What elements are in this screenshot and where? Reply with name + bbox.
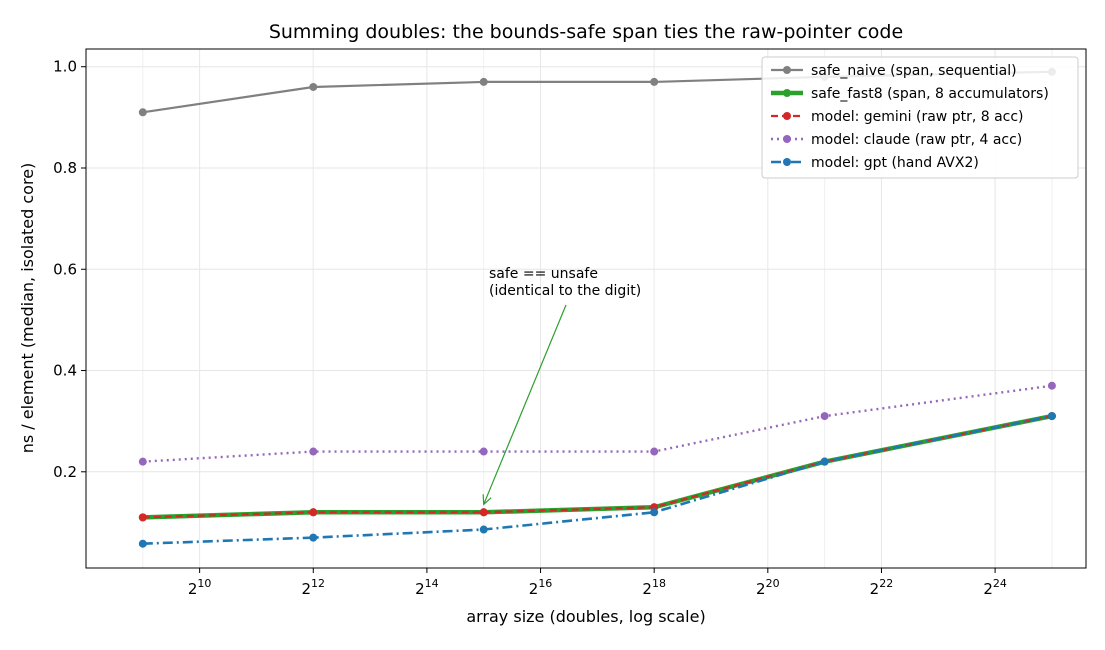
x-tick-label: 212 xyxy=(301,577,325,598)
plot-frame xyxy=(85,48,1087,569)
x-tick-label: 218 xyxy=(642,577,666,598)
annotation-line-1: safe == unsafe xyxy=(489,266,598,282)
data-point xyxy=(479,508,488,517)
legend-marker xyxy=(783,112,791,120)
data-point xyxy=(309,82,318,91)
x-tick-label: 224 xyxy=(983,577,1007,598)
legend-label: model: claude (raw ptr, 4 acc) xyxy=(811,132,1022,148)
legend-label: model: gpt (hand AVX2) xyxy=(811,155,979,171)
data-point xyxy=(479,525,488,534)
y-tick-label: 0.4 xyxy=(53,362,77,380)
legend-label: safe_fast8 (span, 8 accumulators) xyxy=(811,86,1049,102)
x-tick-label: 214 xyxy=(415,577,439,598)
data-point xyxy=(479,77,488,86)
y-tick-label: 0.6 xyxy=(53,260,77,278)
x-tick-label: 210 xyxy=(188,577,212,598)
series-line-1 xyxy=(142,413,1053,520)
y-tick-label: 1.0 xyxy=(53,58,77,76)
x-axis-label: array size (doubles, log scale) xyxy=(466,607,705,626)
series-layer xyxy=(138,67,1056,548)
data-point xyxy=(820,412,829,421)
data-point xyxy=(479,447,488,456)
chart-title: Summing doubles: the bounds-safe span ti… xyxy=(269,21,903,43)
data-point xyxy=(1047,412,1056,421)
data-point xyxy=(820,457,829,466)
y-axis-label: ns / element (median, isolated core) xyxy=(18,163,37,454)
annotation-arrowhead xyxy=(482,494,492,506)
x-tick-label: 220 xyxy=(756,577,780,598)
legend-marker xyxy=(783,89,791,97)
series-line-4 xyxy=(142,414,1053,545)
x-tick-label: 216 xyxy=(529,577,553,598)
data-point xyxy=(309,447,318,456)
annotation: safe == unsafe (identical to the digit) xyxy=(482,266,641,506)
series-line-2 xyxy=(142,415,1053,519)
data-point xyxy=(138,539,147,548)
data-point xyxy=(1047,381,1056,390)
data-point xyxy=(309,533,318,542)
legend-marker xyxy=(783,66,791,74)
annotation-arrow xyxy=(483,304,567,505)
annotation-line-2: (identical to the digit) xyxy=(489,283,641,299)
data-point xyxy=(138,457,147,466)
data-point xyxy=(309,508,318,517)
y-tick-label: 0.8 xyxy=(53,159,77,177)
data-point xyxy=(650,447,659,456)
x-tick-label: 222 xyxy=(870,577,894,598)
legend-marker xyxy=(783,158,791,166)
legend-label: safe_naive (span, sequential) xyxy=(811,63,1017,79)
legend: safe_naive (span, sequential) safe_fast8 … xyxy=(761,56,1079,179)
y-tick-label: 0.2 xyxy=(53,463,77,481)
legend-label: model: gemini (raw ptr, 8 acc) xyxy=(811,109,1024,125)
data-point xyxy=(650,77,659,86)
series-line-3 xyxy=(142,384,1053,463)
legend-box xyxy=(761,56,1079,179)
data-point xyxy=(138,108,147,117)
legend-marker xyxy=(783,135,791,143)
data-point xyxy=(138,513,147,522)
data-point xyxy=(650,508,659,517)
